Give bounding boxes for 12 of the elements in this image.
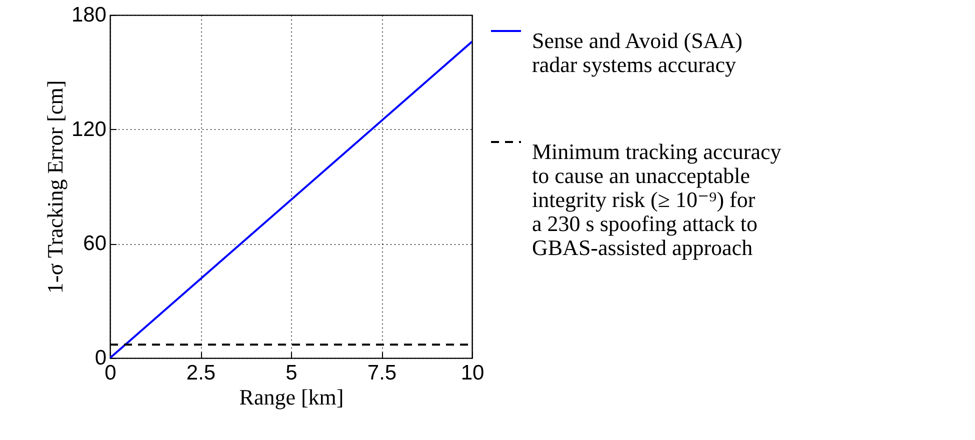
y-tick-label: 180 bbox=[71, 4, 106, 26]
x-axis-title: Range [km] bbox=[239, 384, 344, 410]
y-axis-title: 1-σ Tracking Error [cm] bbox=[42, 80, 68, 294]
legend-label: Minimum tracking accuracy to cause an unacceptable integrity risk (≥ 10⁻⁹) for a 230 s spoofing attack to GBAS-assisted approach bbox=[532, 139, 782, 260]
legend-label: Sense and Avoid (SAA) radar systems accuracy bbox=[532, 28, 742, 77]
x-tick-label: 2.5 bbox=[186, 362, 216, 384]
y-tick-label: 60 bbox=[83, 232, 106, 256]
y-tick-label: 0 bbox=[94, 346, 106, 370]
x-tick-label: 5 bbox=[286, 362, 298, 384]
x-tick-label: 7.5 bbox=[367, 362, 397, 384]
y-tick-label: 120 bbox=[71, 118, 106, 141]
x-tick-label: 10 bbox=[460, 362, 484, 384]
